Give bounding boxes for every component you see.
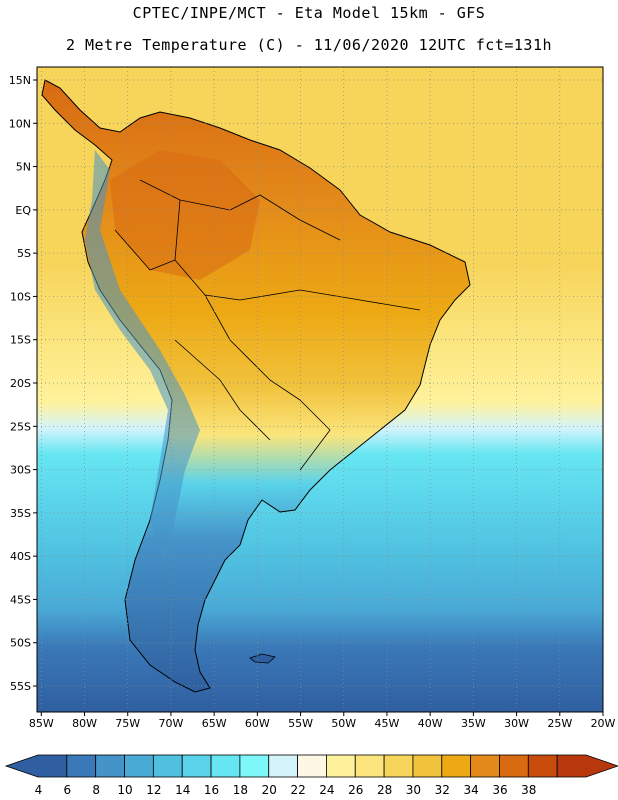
lat-label: 55S <box>10 680 31 693</box>
colorbar-min-arrow <box>4 754 68 778</box>
colorbar-swatch <box>268 754 298 778</box>
colorbar-label: 32 <box>435 783 450 797</box>
longitude-axis: 85W 80W 75W 70W 65W 60W 55W 50W 45W 40W 35W 30W 25W 2… <box>29 712 616 730</box>
lat-label: EQ <box>15 204 31 217</box>
colorbar-swatch <box>527 754 558 778</box>
colorbar-label: 36 <box>492 783 507 797</box>
colorbar-label: 22 <box>290 783 305 797</box>
colorbar-label: 18 <box>233 783 248 797</box>
lat-label: 40S <box>10 550 31 563</box>
lat-label: 35S <box>10 507 31 520</box>
map-subtitle: 2 Metre Temperature (C) - 11/06/2020 12U… <box>65 36 553 54</box>
colorbar-label: 38 <box>521 783 536 797</box>
lat-label: 10N <box>9 117 31 130</box>
lat-label: 5N <box>16 161 31 174</box>
lat-label: 45S <box>10 593 31 606</box>
colorbar-label: 14 <box>175 783 190 797</box>
colorbar-swatch <box>297 754 327 778</box>
colorbar-label: 34 <box>463 783 478 797</box>
lat-label: 20S <box>10 377 31 390</box>
colorbar-label: 6 <box>64 783 72 797</box>
lon-label: 25W <box>547 717 572 730</box>
colorbar-swatch <box>95 754 125 778</box>
lat-label: 25S <box>10 420 31 433</box>
colorbar-swatch <box>239 754 270 778</box>
falkland-islands <box>249 653 276 664</box>
lon-label: 20W <box>591 717 616 730</box>
colorbar-swatch <box>124 754 154 778</box>
colorbar-swatch <box>354 754 385 778</box>
colorbar-label: 26 <box>348 783 363 797</box>
colorbar-swatch <box>326 754 356 778</box>
lon-label: 30W <box>504 717 529 730</box>
andes-cold-strip <box>85 150 200 560</box>
lat-label: 15S <box>10 334 31 347</box>
lat-label: 5S <box>17 247 31 260</box>
latitude-axis: 15N 10N 5N EQ 5S 10S 15S 20S 25S 30S 35S 40S 45S 50S 5… <box>9 74 37 693</box>
lat-label: 30S <box>10 464 31 477</box>
colorbar-label: 10 <box>117 783 132 797</box>
lon-label: 55W <box>288 717 313 730</box>
lon-label: 75W <box>115 717 140 730</box>
lat-label: 15N <box>9 74 31 87</box>
map-title: CPTEC/INPE/MCT - Eta Model 15km - GFS <box>132 4 486 22</box>
lon-label: 35W <box>461 717 486 730</box>
lon-label: 50W <box>331 717 356 730</box>
country-borders <box>114 179 421 471</box>
colorbar-swatch <box>152 754 183 778</box>
lon-label: 85W <box>29 717 54 730</box>
colorbar-label: 20 <box>262 783 277 797</box>
lon-label: 60W <box>245 717 270 730</box>
plot-area <box>37 67 603 712</box>
colorbar-label: 28 <box>377 783 392 797</box>
colorbar-label: 16 <box>204 783 219 797</box>
colorbar-swatch <box>181 754 212 778</box>
colorbar-swatch <box>210 754 241 778</box>
colorbar-swatch <box>441 754 472 778</box>
lat-label: 10S <box>10 290 31 303</box>
colorbar-swatch <box>412 754 443 778</box>
hot-interior-region <box>110 150 260 280</box>
colorbar-swatch <box>383 754 414 778</box>
colorbar-max-arrow <box>556 754 618 778</box>
colorbar-label: 30 <box>406 783 421 797</box>
lon-label: 80W <box>72 717 97 730</box>
temperature-colorbar: 4 6 8 10 12 14 16 18 20 22 24 26 28 30 32 34 36 38 <box>4 754 618 797</box>
colorbar-label: 24 <box>319 783 334 797</box>
lon-label: 70W <box>159 717 184 730</box>
colorbar-swatch <box>499 754 529 778</box>
plot-frame <box>36 66 604 713</box>
colorbar-label: 12 <box>146 783 161 797</box>
colorbar-label: 4 <box>35 783 43 797</box>
colorbar-swatch <box>470 754 500 778</box>
lon-label: 40W <box>418 717 443 730</box>
lat-label: 50S <box>10 637 31 650</box>
lon-label: 45W <box>375 717 400 730</box>
colorbar-label: 8 <box>92 783 100 797</box>
lon-label: 65W <box>202 717 227 730</box>
colorbar-swatch <box>66 754 97 778</box>
